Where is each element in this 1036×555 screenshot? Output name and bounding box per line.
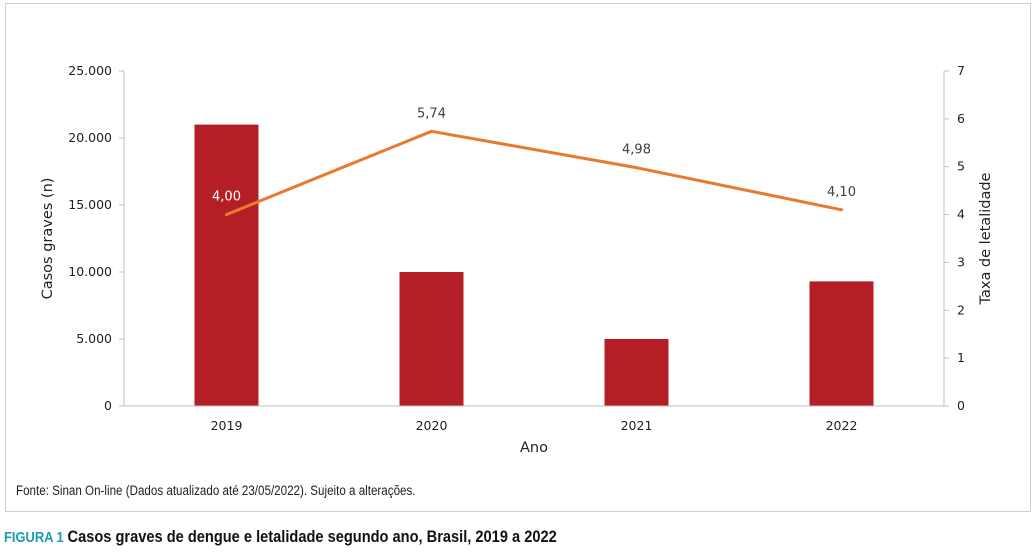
- chart-frame: [5, 3, 1031, 512]
- left-axis-title: Casos graves (n): [40, 178, 56, 300]
- lethality-data-label: 4,98: [622, 143, 651, 158]
- right-tick-label: 1: [957, 350, 965, 365]
- lethality-point: [635, 166, 638, 170]
- bar-2022: [809, 281, 874, 406]
- left-tick-label: 10.000: [68, 264, 112, 279]
- bar-2020: [399, 272, 464, 406]
- caption-title: Casos graves de dengue e letalidade segu…: [67, 527, 557, 546]
- right-tick-label: 0: [957, 398, 965, 413]
- lethality-point: [840, 208, 843, 212]
- left-tick-label: 15.000: [68, 197, 112, 212]
- lethality-point: [430, 129, 433, 133]
- lethality-line: [225, 129, 842, 216]
- right-tick-label: 5: [957, 159, 965, 174]
- caption-label: FIGURA 1: [4, 529, 64, 546]
- x-tick-label: 2021: [621, 418, 653, 433]
- left-tick-label: 5.000: [76, 331, 112, 346]
- lethality-data-label: 4,00: [212, 190, 241, 205]
- left-tick-label: 25.000: [68, 63, 112, 78]
- bar-2021: [604, 339, 669, 406]
- lethality-point: [225, 213, 228, 217]
- right-tick-label: 7: [957, 63, 965, 78]
- right-tick-label: 6: [957, 111, 965, 126]
- combo-chart: 0 5.000 10.000 15.000 20.000 25.000 0 1 2 3 4 5 6 7 20…: [40, 63, 994, 456]
- x-tick-label: 2022: [826, 418, 858, 433]
- right-axis-title: Taxa de letalidade: [978, 172, 994, 305]
- left-tick-label: 0: [104, 398, 112, 413]
- source-note: Fonte: Sinan On-line (Dados atualizado a…: [16, 483, 416, 498]
- x-tick-label: 2019: [211, 418, 243, 433]
- right-tick-label: 4: [957, 207, 965, 222]
- lethality-data-label: 4,10: [827, 185, 856, 200]
- figure-caption: FIGURA 1 Casos graves de dengue e letali…: [4, 527, 557, 547]
- left-tick-label: 20.000: [68, 130, 112, 145]
- right-tick-label: 2: [957, 302, 965, 317]
- right-tick-label: 3: [957, 254, 965, 269]
- bar-2019: [194, 124, 259, 406]
- x-tick-label: 2020: [416, 418, 448, 433]
- x-axis-title: Ano: [520, 440, 548, 456]
- lethality-data-label: 5,74: [417, 106, 446, 121]
